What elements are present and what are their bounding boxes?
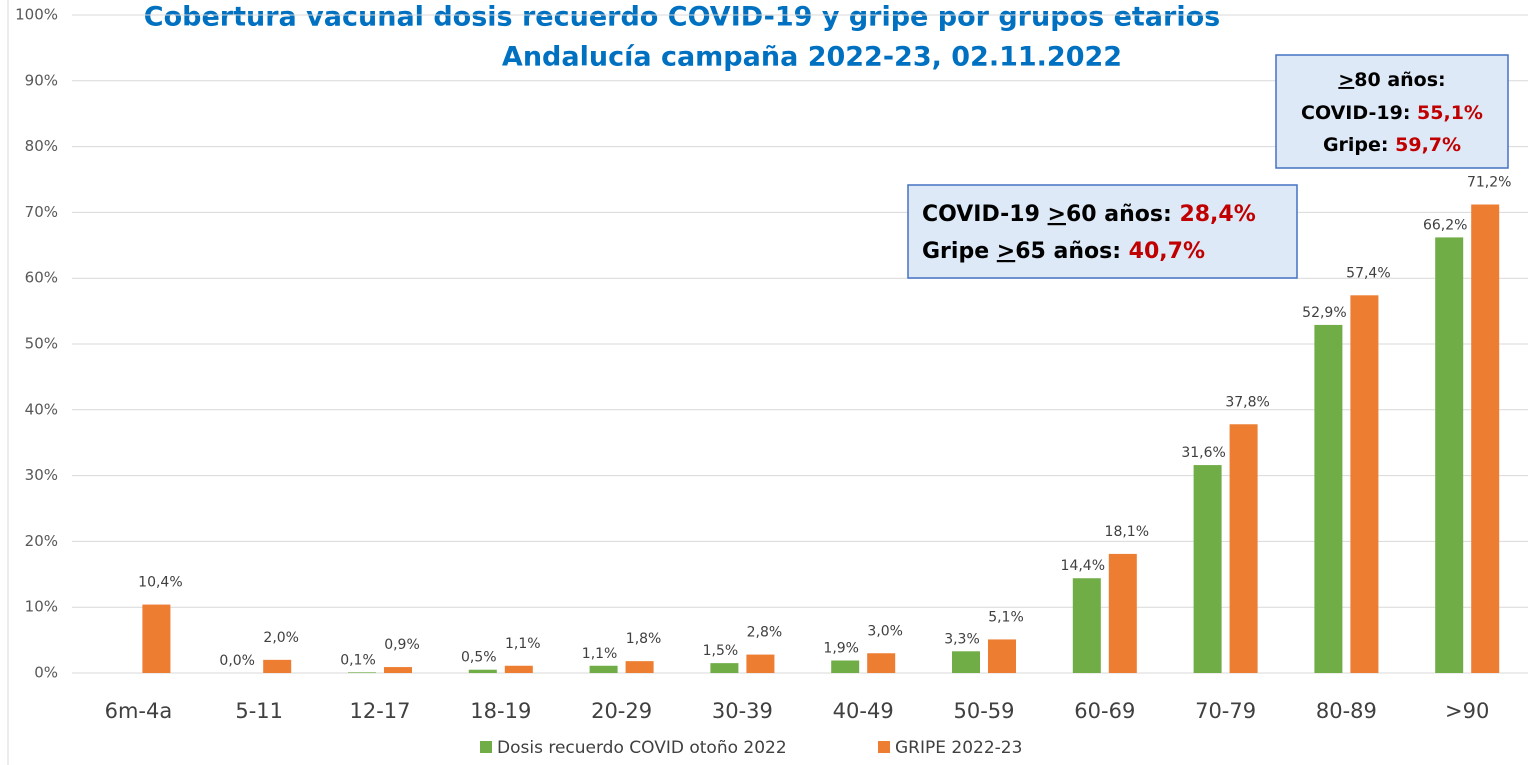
- bar: [1193, 465, 1222, 673]
- x-tick-label: 18-19: [470, 699, 531, 723]
- chart-subtitle: Andalucía campaña 2022-23, 02.11.2022: [502, 42, 1122, 73]
- annotation-line: COVID-19 >60 años: 28,4%: [922, 202, 1256, 227]
- bar: [468, 669, 497, 673]
- annotation-line: >80 años:: [1338, 69, 1445, 91]
- bar: [831, 660, 860, 673]
- bar: [988, 639, 1016, 673]
- value-label: 2,0%: [263, 630, 299, 646]
- y-tick-label: 70%: [25, 203, 58, 221]
- bar: [589, 665, 618, 673]
- bar: [504, 665, 533, 673]
- legend-swatch: [878, 741, 890, 753]
- x-tick-label: 40-49: [833, 699, 894, 723]
- legend-label: Dosis recuerdo COVID otoño 2022: [497, 738, 787, 758]
- y-tick-label: 100%: [15, 6, 58, 24]
- bar: [1072, 578, 1101, 673]
- value-label: 14,4%: [1061, 558, 1105, 574]
- y-tick-label: 40%: [25, 400, 58, 418]
- legend-swatch: [480, 741, 492, 753]
- value-label: 1,1%: [505, 636, 541, 652]
- value-label: 0,0%: [219, 653, 255, 669]
- value-label: 1,1%: [582, 646, 618, 662]
- x-tick-label: 30-39: [712, 699, 773, 723]
- y-tick-label: 20%: [25, 532, 58, 550]
- value-label: 1,8%: [626, 631, 662, 647]
- bar: [1435, 237, 1464, 674]
- bar: [1471, 204, 1500, 673]
- bar: [867, 653, 896, 673]
- x-tick-label: 5-11: [235, 699, 283, 723]
- bar: [1350, 295, 1379, 673]
- bar: [1108, 553, 1137, 673]
- x-tick-label: 50-59: [953, 699, 1014, 723]
- bar: [710, 663, 739, 673]
- annotation-line: Gripe: 59,7%: [1323, 134, 1461, 156]
- y-tick-label: 80%: [25, 137, 58, 155]
- x-tick-label: 60-69: [1074, 699, 1135, 723]
- value-label: 10,4%: [138, 575, 182, 591]
- value-label: 57,4%: [1346, 265, 1390, 281]
- value-label: 31,6%: [1181, 445, 1225, 461]
- value-label: 3,3%: [944, 631, 980, 647]
- bar: [1229, 424, 1258, 673]
- value-label: 1,5%: [703, 643, 739, 659]
- chart-title: Cobertura vacunal dosis recuerdo COVID-1…: [144, 2, 1220, 33]
- value-label: 1,9%: [823, 640, 859, 656]
- legend-label: GRIPE 2022-23: [895, 738, 1022, 758]
- y-tick-label: 30%: [25, 466, 58, 484]
- bar: [625, 661, 654, 673]
- annotation-line: COVID-19: 55,1%: [1301, 102, 1483, 124]
- bar: [263, 659, 292, 673]
- x-tick-label: 6m-4a: [105, 699, 173, 723]
- x-tick-label: 20-29: [591, 699, 652, 723]
- y-tick-label: 60%: [25, 269, 58, 287]
- value-label: 37,8%: [1225, 394, 1269, 410]
- annotation-line: Gripe >65 años: 40,7%: [922, 239, 1205, 264]
- bar: [384, 667, 412, 673]
- bar: [348, 672, 376, 673]
- y-tick-label: 0%: [34, 664, 58, 682]
- value-label: 66,2%: [1423, 217, 1467, 233]
- y-tick-label: 90%: [25, 71, 58, 89]
- value-label: 0,9%: [384, 637, 420, 653]
- x-tick-label: 12-17: [349, 699, 410, 723]
- bar: [746, 654, 775, 673]
- y-tick-label: 50%: [25, 335, 58, 353]
- bar: [1314, 324, 1343, 673]
- value-label: 0,5%: [461, 650, 497, 666]
- value-label: 2,8%: [747, 625, 783, 641]
- value-label: 5,1%: [988, 609, 1024, 625]
- value-label: 52,9%: [1302, 305, 1346, 321]
- annotation-box: [1275, 54, 1509, 169]
- bar: [952, 651, 980, 673]
- value-label: 18,1%: [1105, 524, 1149, 540]
- value-label: 3,0%: [867, 623, 903, 639]
- annotation-box: [907, 184, 1298, 279]
- bar: [142, 604, 171, 673]
- y-tick-label: 10%: [25, 598, 58, 616]
- value-label: 71,2%: [1467, 175, 1511, 191]
- x-tick-label: 70-79: [1195, 699, 1256, 723]
- x-tick-label: >90: [1445, 699, 1489, 723]
- value-label: 0,1%: [340, 652, 376, 668]
- x-tick-label: 80-89: [1316, 699, 1377, 723]
